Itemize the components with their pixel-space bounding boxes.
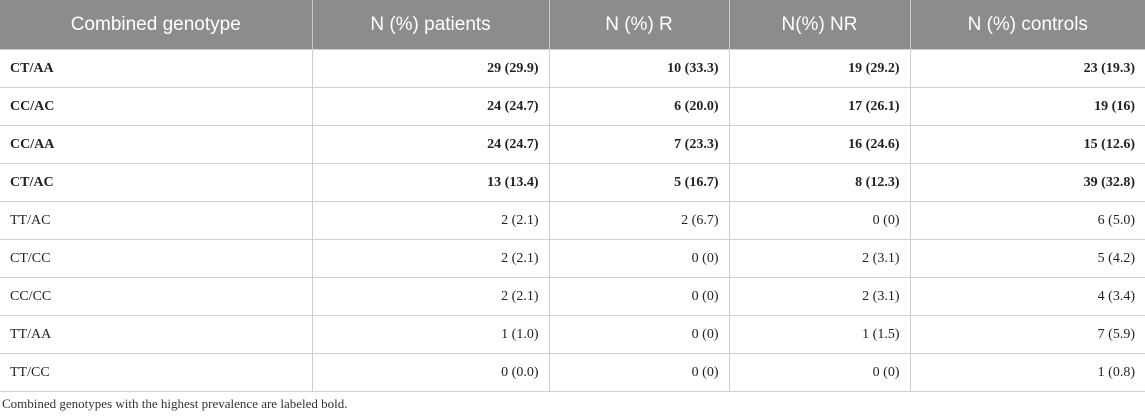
non-responders-cell: 1 (1.5) bbox=[728, 315, 911, 354]
responders-cell: 0 (0) bbox=[548, 239, 730, 278]
non-responders-cell: 2 (3.1) bbox=[728, 239, 911, 278]
responders-cell: 0 (0) bbox=[548, 353, 730, 392]
table-row: CC/AA 24 (24.7) 7 (23.3) 16 (24.6) 15 (12.6) bbox=[0, 125, 1145, 164]
header-non-responders: N(%) NR bbox=[729, 0, 911, 50]
patients-cell: 2 (2.1) bbox=[311, 201, 550, 240]
header-responders: N (%) R bbox=[549, 0, 730, 50]
non-responders-cell: 19 (29.2) bbox=[728, 49, 911, 88]
responders-cell: 6 (20.0) bbox=[548, 87, 730, 126]
patients-cell: 24 (24.7) bbox=[311, 87, 550, 126]
table-body: CT/AA 29 (29.9) 10 (33.3) 19 (29.2) 23 (19.3… bbox=[0, 49, 1145, 392]
controls-cell: 7 (5.9) bbox=[909, 315, 1145, 354]
responders-cell: 2 (6.7) bbox=[548, 201, 730, 240]
non-responders-cell: 8 (12.3) bbox=[728, 163, 911, 202]
controls-cell: 6 (5.0) bbox=[909, 201, 1145, 240]
controls-cell: 1 (0.8) bbox=[909, 353, 1145, 392]
non-responders-cell: 17 (26.1) bbox=[728, 87, 911, 126]
controls-cell: 4 (3.4) bbox=[909, 277, 1145, 316]
header-patients: N (%) patients bbox=[312, 0, 550, 50]
patients-cell: 2 (2.1) bbox=[311, 239, 550, 278]
controls-cell: 5 (4.2) bbox=[909, 239, 1145, 278]
non-responders-cell: 0 (0) bbox=[728, 353, 911, 392]
header-combined-genotype: Combined genotype bbox=[0, 0, 313, 50]
controls-cell: 23 (19.3) bbox=[909, 49, 1145, 88]
header-row: Combined genotype N (%) patients N (%) R… bbox=[0, 0, 1145, 50]
responders-cell: 5 (16.7) bbox=[548, 163, 730, 202]
patients-cell: 0 (0.0) bbox=[311, 353, 550, 392]
table-row: CC/AC 24 (24.7) 6 (20.0) 17 (26.1) 19 (16) bbox=[0, 87, 1145, 126]
non-responders-cell: 16 (24.6) bbox=[728, 125, 911, 164]
genotype-cell: CT/AC bbox=[0, 163, 313, 202]
responders-cell: 0 (0) bbox=[548, 315, 730, 354]
non-responders-cell: 0 (0) bbox=[728, 201, 911, 240]
genotype-cell: CT/CC bbox=[0, 239, 313, 278]
patients-cell: 29 (29.9) bbox=[311, 49, 550, 88]
genotype-cell: TT/CC bbox=[0, 353, 313, 392]
genotype-cell: CC/AA bbox=[0, 125, 313, 164]
header-controls: N (%) controls bbox=[910, 0, 1145, 50]
table-row: TT/CC 0 (0.0) 0 (0) 0 (0) 1 (0.8) bbox=[0, 353, 1145, 392]
table-row: CT/AC 13 (13.4) 5 (16.7) 8 (12.3) 39 (32.8) bbox=[0, 163, 1145, 202]
patients-cell: 1 (1.0) bbox=[311, 315, 550, 354]
genotype-cell: TT/AA bbox=[0, 315, 313, 354]
controls-cell: 39 (32.8) bbox=[909, 163, 1145, 202]
genotype-cell: TT/AC bbox=[0, 201, 313, 240]
responders-cell: 10 (33.3) bbox=[548, 49, 730, 88]
patients-cell: 13 (13.4) bbox=[311, 163, 550, 202]
table-row: TT/AC 2 (2.1) 2 (6.7) 0 (0) 6 (5.0) bbox=[0, 201, 1145, 240]
table-header: Combined genotype N (%) patients N (%) R… bbox=[0, 0, 1145, 50]
table-footnote: Combined genotypes with the highest prev… bbox=[2, 396, 348, 411]
genotype-cell: CT/AA bbox=[0, 49, 313, 88]
non-responders-cell: 2 (3.1) bbox=[728, 277, 911, 316]
genotype-cell: CC/CC bbox=[0, 277, 313, 316]
table-row: CT/AA 29 (29.9) 10 (33.3) 19 (29.2) 23 (19.3… bbox=[0, 49, 1145, 88]
responders-cell: 0 (0) bbox=[548, 277, 730, 316]
patients-cell: 24 (24.7) bbox=[311, 125, 550, 164]
controls-cell: 19 (16) bbox=[909, 87, 1145, 126]
genotype-table: Combined genotype N (%) patients N (%) R… bbox=[0, 0, 1145, 392]
patients-cell: 2 (2.1) bbox=[311, 277, 550, 316]
table-row: TT/AA 1 (1.0) 0 (0) 1 (1.5) 7 (5.9) bbox=[0, 315, 1145, 354]
genotype-cell: CC/AC bbox=[0, 87, 313, 126]
table-row: CC/CC 2 (2.1) 0 (0) 2 (3.1) 4 (3.4) bbox=[0, 277, 1145, 316]
table-row: CT/CC 2 (2.1) 0 (0) 2 (3.1) 5 (4.2) bbox=[0, 239, 1145, 278]
responders-cell: 7 (23.3) bbox=[548, 125, 730, 164]
controls-cell: 15 (12.6) bbox=[909, 125, 1145, 164]
